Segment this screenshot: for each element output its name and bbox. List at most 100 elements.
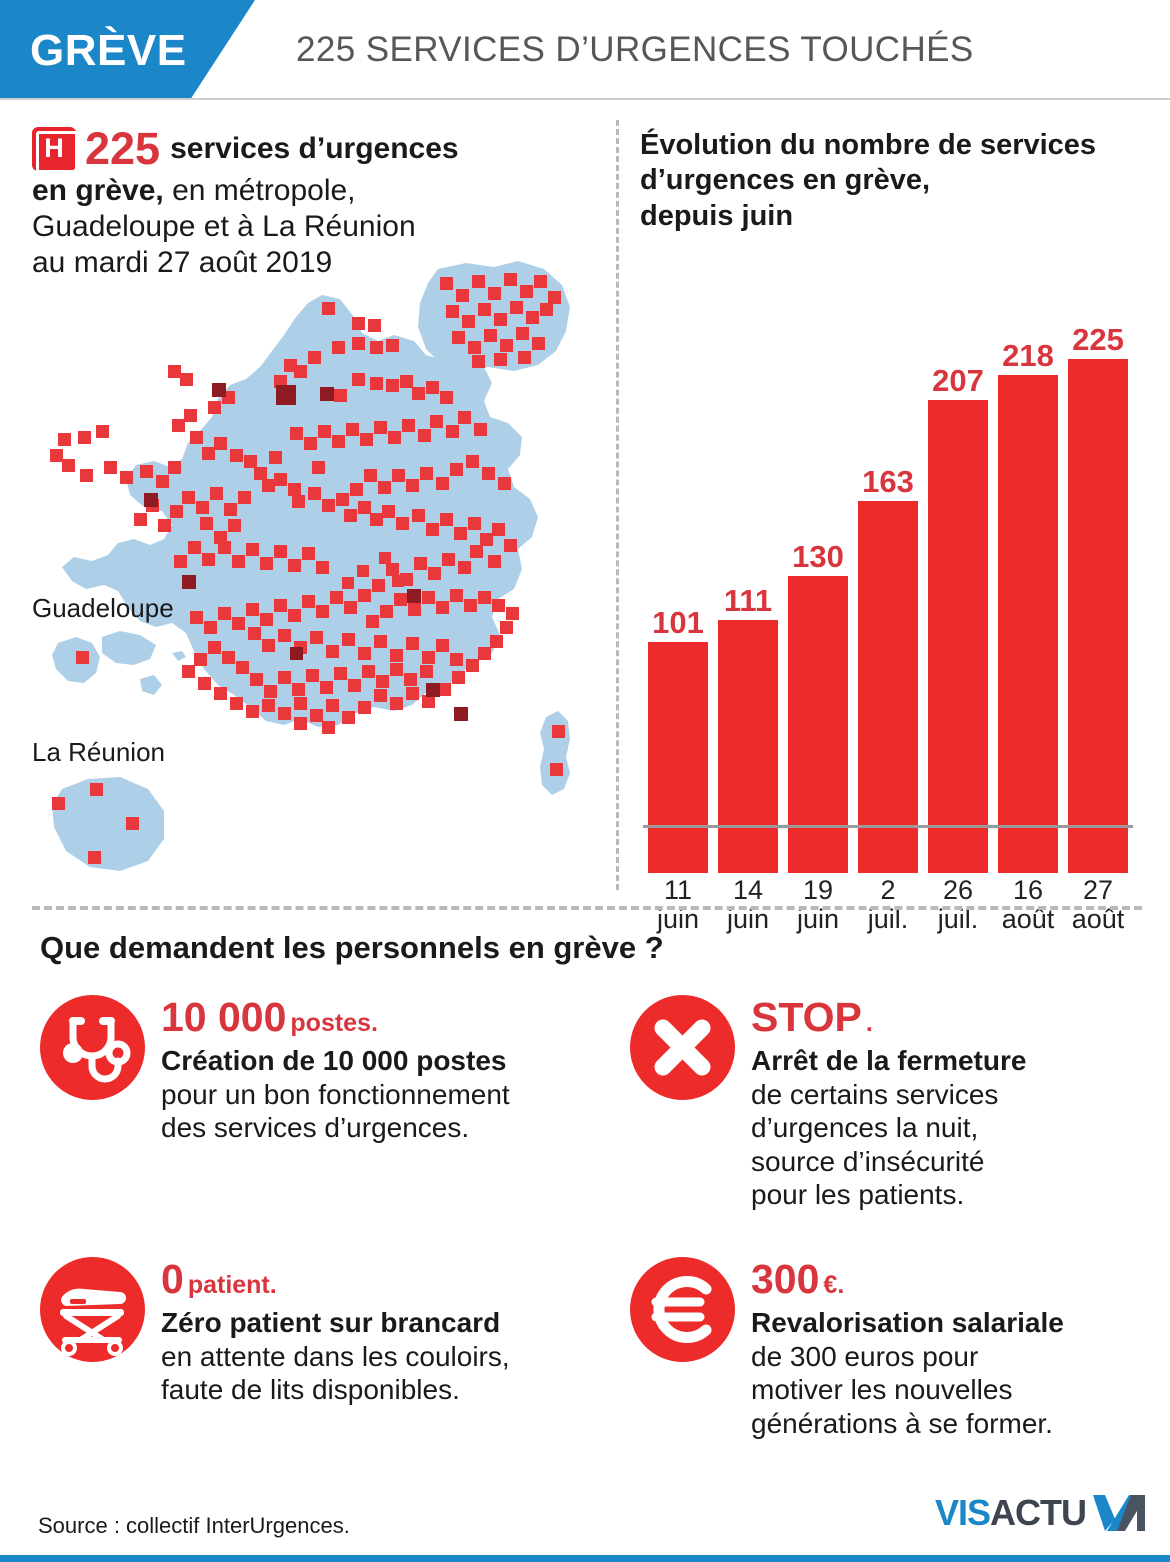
- demand-headline: 300 €.: [751, 1259, 1150, 1300]
- bar: [998, 375, 1058, 873]
- map-markers-dark: [144, 383, 468, 721]
- demand-unit: .: [865, 1009, 873, 1037]
- intro-line-4: au mardi 27 août 2019: [32, 246, 333, 279]
- mainland-france-shape: [62, 295, 538, 727]
- bar-value-label: 101: [652, 605, 704, 641]
- source-text: Source : collectif InterUrgences.: [38, 1513, 350, 1538]
- bar-value-label: 111: [723, 583, 773, 619]
- intro-rest-1: en métropole,: [163, 174, 356, 207]
- demand-body-text: de 300 euros pour motiver les nouvelles …: [751, 1340, 1053, 1439]
- header-tab-label: GRÈVE: [30, 26, 187, 75]
- visactu-logo: VIS ACTU: [935, 1492, 1145, 1534]
- header: GRÈVE 225 SERVICES D’URGENCES TOUCHÉS: [0, 0, 1170, 100]
- stethoscope-icon: [40, 995, 145, 1100]
- intro-strong-2: en grève,: [32, 174, 164, 207]
- x-axis-tick-label: 26 juil.: [923, 876, 993, 933]
- tick-day: 19: [802, 875, 834, 906]
- bar-column: 207: [928, 365, 988, 873]
- x-axis-tick-label: 16 août: [993, 876, 1063, 933]
- demand-bold-text: Création de 10 000 postes: [161, 1045, 507, 1076]
- bar-column: 101: [648, 607, 708, 873]
- page-title: 225 SERVICES D’URGENCES TOUCHÉS: [296, 30, 974, 69]
- demand-big-value: 10 000: [161, 994, 287, 1040]
- tick-day: 2: [880, 875, 896, 906]
- demand-bold-text: Revalorisation salariale: [751, 1307, 1064, 1338]
- demand-body: 0 patient. Zéro patient sur brancard en a…: [161, 1257, 630, 1407]
- euro-icon: [630, 1257, 735, 1362]
- demand-big-value: STOP: [751, 994, 862, 1040]
- bar-column: 218: [998, 340, 1058, 873]
- bar: [648, 642, 708, 873]
- header-rule: [0, 98, 1170, 100]
- x-axis-tick-label: 19 juin: [783, 876, 853, 933]
- corsica-shape: [540, 711, 570, 795]
- demand-unit: €.: [823, 1271, 845, 1299]
- bar: [788, 576, 848, 873]
- tick-day: 27: [1082, 875, 1114, 906]
- intro-count: 225: [85, 123, 161, 174]
- tick-day: 16: [1012, 875, 1044, 906]
- x-axis-tick-label: 11 juin: [643, 876, 713, 933]
- section-divider: [32, 906, 1142, 910]
- demand-body: 300 €. Revalorisation salariale de 300 eu…: [751, 1257, 1150, 1440]
- bar-column: 163: [858, 466, 918, 873]
- demand-body-text: de certains services d’urgences la nuit,…: [751, 1078, 999, 1211]
- intro-strong-1: services d’urgences: [170, 131, 459, 165]
- footer-bar: [0, 1555, 1170, 1562]
- vertical-divider: [616, 120, 619, 890]
- map-label-guadeloupe: Guadeloupe: [32, 593, 174, 623]
- bar-column: 130: [788, 541, 848, 873]
- demand-headline: STOP.: [751, 997, 1150, 1038]
- bar-column: 225: [1068, 324, 1128, 873]
- demand-body: STOP. Arrêt de la fermeture de certains …: [751, 995, 1150, 1212]
- reunion-shape: [52, 777, 164, 871]
- demand-unit: patient.: [187, 1271, 277, 1299]
- bar-value-label: 163: [862, 464, 914, 500]
- demand-body: 10 000 postes. Création de 10 000 postes …: [161, 995, 630, 1145]
- logo-text-vis: VIS: [934, 1492, 991, 1533]
- map-svg: [50, 261, 570, 871]
- bar-value-label: 130: [792, 539, 844, 575]
- hospital-icon-letter: H: [44, 133, 64, 163]
- intro-line-2: en grève, en métropole,: [32, 173, 602, 209]
- tick-day: 11: [663, 875, 693, 906]
- demand-item-stop: STOP. Arrêt de la fermeture de certains …: [630, 995, 1150, 1212]
- demand-body-text: en attente dans les couloirs, faute de l…: [161, 1340, 510, 1406]
- demand-big-value: 300: [751, 1256, 820, 1302]
- bar: [1068, 359, 1128, 873]
- intro-rest: en grève, en métropole, Guadeloupe et à …: [32, 173, 602, 281]
- demand-body-text: pour un bon fonctionnement des services …: [161, 1078, 510, 1144]
- demand-bold-text: Zéro patient sur brancard: [161, 1307, 501, 1338]
- demand-headline: 0 patient.: [161, 1259, 630, 1300]
- demand-item-salaire: 300 €. Revalorisation salariale de 300 eu…: [630, 1257, 1150, 1440]
- demand-unit: postes.: [290, 1009, 378, 1037]
- logo-mark-icon: [1093, 1495, 1145, 1531]
- x-axis-tick-label: 14 juin: [713, 876, 783, 933]
- demand-item-postes: 10 000 postes. Création de 10 000 postes …: [40, 995, 630, 1145]
- logo-text-actu: ACTU: [990, 1492, 1087, 1533]
- x-axis-tick-label: 27 août: [1063, 876, 1133, 933]
- demand-big-value: 0: [161, 1256, 184, 1302]
- france-map: Guadeloupe La Réunion: [22, 255, 622, 895]
- tick-day: 14: [732, 875, 764, 906]
- bar-value-label: 207: [932, 363, 984, 399]
- demand-item-brancard: 0 patient. Zéro patient sur brancard en a…: [40, 1257, 630, 1407]
- guadeloupe-small-2: [172, 651, 186, 661]
- bar-value-label: 225: [1072, 322, 1124, 358]
- guadeloupe-small-1: [140, 675, 162, 695]
- bar: [928, 400, 988, 873]
- bar: [718, 620, 778, 873]
- chart-axis-line: [643, 825, 1133, 828]
- guadeloupe-east-shape: [102, 631, 156, 665]
- bar: [858, 501, 918, 873]
- cross-circle-icon: [630, 995, 735, 1100]
- chart-block: Évolution du nombre de services d’urgenc…: [640, 128, 1140, 933]
- demands-heading: Que demandent les personnels en grève ?: [40, 930, 664, 965]
- bar-value-label: 218: [1002, 338, 1054, 374]
- x-axis-tick-label: 2 juil.: [853, 876, 923, 933]
- map-markers: [50, 273, 565, 864]
- intro-line-3: Guadeloupe et à La Réunion: [32, 210, 416, 243]
- bar-column: 111: [718, 585, 778, 873]
- intro-block: H 225 services d’urgences en grève, en m…: [32, 126, 602, 281]
